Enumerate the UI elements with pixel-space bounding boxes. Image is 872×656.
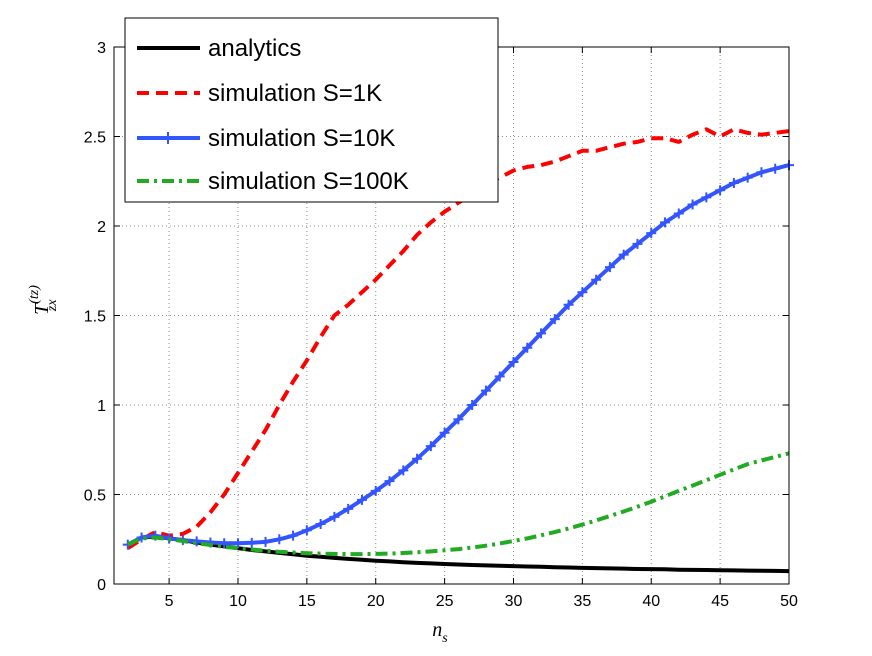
series-marker-2 [412, 453, 423, 464]
y-tick-label: 2.5 [84, 130, 106, 147]
series-marker-2 [398, 465, 409, 476]
series-marker-2 [770, 163, 781, 174]
series-marker-2 [274, 534, 285, 545]
y-axis-label-main: T [31, 302, 53, 315]
series-line-0 [126, 534, 790, 574]
series-marker-2 [494, 371, 505, 382]
x-tick-label: 15 [298, 593, 316, 610]
x-tick-label: 35 [573, 593, 591, 610]
series-marker-2 [343, 503, 354, 514]
x-tick-label: 5 [165, 593, 174, 610]
series-marker-2 [660, 217, 671, 228]
svg-text:T(tz)zx: T(tz)zx [27, 285, 60, 315]
series-marker-2 [301, 525, 312, 536]
series-marker-2 [288, 530, 299, 541]
series-marker-2 [536, 328, 547, 339]
y-axis-label-subscript: zx [45, 299, 60, 312]
series-marker-2 [508, 357, 519, 368]
series-marker-2 [453, 414, 464, 425]
plot-series [122, 127, 794, 574]
x-axis-label-main: n [432, 619, 442, 641]
series-marker-2 [439, 427, 450, 438]
legend-box [124, 17, 499, 203]
y-axis-label: T(tz)zx [27, 285, 60, 315]
legend: analytics simulation S=1K simulation S=1… [124, 17, 499, 203]
x-tick-label: 25 [436, 593, 454, 610]
series-marker-2 [756, 167, 767, 178]
series-marker-2 [549, 314, 560, 325]
y-axis-label-superscript: (tz) [27, 285, 42, 304]
y-tick-label: 0.5 [84, 488, 106, 505]
x-axis-label: ns [432, 619, 448, 646]
legend-label-sim-1k: simulation S=1K [208, 80, 382, 107]
series-marker-2 [604, 262, 615, 273]
series-marker-2 [356, 494, 367, 505]
tick-labels: 5 10 15 20 25 30 35 40 45 50 0 0.5 1 1.5 2 2.5 3 [84, 40, 798, 610]
series-marker-2 [370, 485, 381, 496]
series-marker-2 [591, 274, 602, 285]
x-tick-label: 10 [229, 593, 247, 610]
series-marker-2 [522, 342, 533, 353]
x-axis-label-subscript: s [442, 631, 448, 646]
series-marker-2 [219, 538, 230, 549]
series-marker-2 [715, 185, 726, 196]
series-marker-2 [329, 511, 340, 522]
series-marker-2 [673, 208, 684, 219]
series-marker-2 [480, 385, 491, 396]
x-tick-label: 50 [780, 593, 798, 610]
x-tick-label: 40 [642, 593, 660, 610]
x-tick-label: 45 [711, 593, 729, 610]
legend-label-sim-100k: simulation S=100K [208, 168, 409, 195]
series-line-1 [126, 127, 790, 550]
series-marker-2 [467, 400, 478, 410]
y-tick-label: 1 [97, 398, 106, 415]
series-marker-2 [232, 538, 243, 549]
y-tick-label: 1.5 [84, 309, 106, 326]
x-tick-label: 20 [367, 593, 385, 610]
series-marker-2 [687, 199, 698, 210]
series-marker-2 [260, 536, 271, 547]
series-marker-2 [315, 519, 326, 530]
legend-swatch-marker-2 [162, 132, 174, 144]
series-marker-2 [646, 228, 657, 239]
y-tick-label: 2 [97, 219, 106, 236]
series-line-3 [126, 451, 790, 557]
series-marker-2 [246, 537, 257, 548]
series-marker-2 [577, 287, 588, 298]
x-tick-label: 30 [505, 593, 523, 610]
series-marker-2 [618, 249, 629, 260]
y-tick-label: 0 [97, 577, 106, 594]
series-marker-2 [632, 238, 643, 249]
y-tick-label: 3 [97, 40, 106, 57]
series-marker-2 [384, 476, 395, 487]
series-marker-2 [728, 178, 739, 189]
series-marker-2 [701, 192, 712, 203]
series-marker-2 [425, 441, 436, 452]
legend-label-analytics: analytics [208, 35, 301, 62]
series-marker-2 [563, 299, 574, 310]
legend-label-sim-10k: simulation S=10K [208, 125, 395, 152]
series-marker-2 [742, 172, 753, 183]
